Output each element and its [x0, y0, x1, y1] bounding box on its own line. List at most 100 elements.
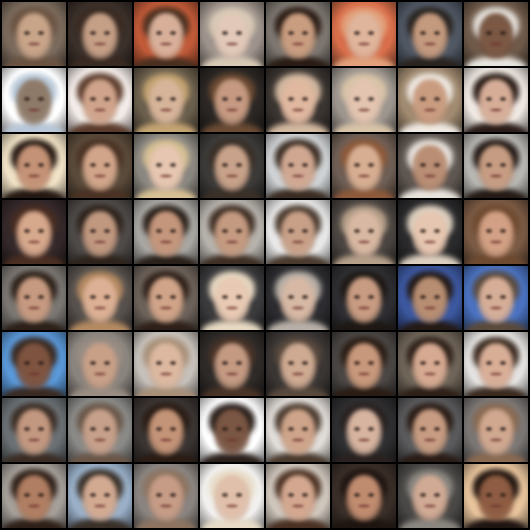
- face-tile-4-4: [200, 200, 264, 264]
- face-tile-5-8: [464, 266, 528, 330]
- shoulders: [465, 386, 527, 396]
- eyes: [288, 426, 308, 431]
- eyes: [420, 426, 440, 431]
- mouth: [28, 108, 40, 112]
- face: [478, 78, 514, 125]
- mouth: [358, 174, 370, 178]
- shoulders: [69, 254, 131, 264]
- shoulders: [399, 518, 461, 528]
- mouth: [424, 240, 436, 244]
- face: [214, 144, 250, 191]
- mouth: [292, 306, 304, 310]
- eyes: [222, 30, 242, 35]
- shoulders: [3, 188, 65, 198]
- mouth: [160, 438, 172, 442]
- shoulders: [333, 254, 395, 264]
- shoulders: [3, 386, 65, 396]
- mouth: [160, 174, 172, 178]
- face-tile-7-6: [332, 398, 396, 462]
- shoulders: [135, 56, 197, 66]
- shoulders: [69, 386, 131, 396]
- mouth: [424, 372, 436, 376]
- mouth: [28, 42, 40, 46]
- face-tile-6-2: [68, 332, 132, 396]
- shoulders: [399, 386, 461, 396]
- mouth: [94, 438, 106, 442]
- mouth: [226, 504, 238, 508]
- eyes: [156, 96, 176, 101]
- face-tile-5-5: [266, 266, 330, 330]
- shoulders: [201, 386, 263, 396]
- eyes: [486, 162, 506, 167]
- face-tile-8-5: [266, 464, 330, 528]
- eyes: [222, 492, 242, 497]
- face-tile-6-4: [200, 332, 264, 396]
- shoulders: [333, 122, 395, 132]
- eyes: [90, 162, 110, 167]
- face: [280, 342, 316, 389]
- shoulders: [3, 254, 65, 264]
- face: [82, 210, 118, 257]
- face-tile-1-3: [134, 2, 198, 66]
- face-tile-5-4: [200, 266, 264, 330]
- mouth: [424, 174, 436, 178]
- mouth: [358, 504, 370, 508]
- shoulders: [333, 518, 395, 528]
- face: [16, 342, 52, 389]
- shoulders: [201, 320, 263, 330]
- eyes: [24, 96, 44, 101]
- face-tile-1-1: [2, 2, 66, 66]
- face-tile-2-3: [134, 68, 198, 132]
- face: [214, 342, 250, 389]
- mouth: [94, 108, 106, 112]
- face-tile-6-7: [398, 332, 462, 396]
- mouth: [358, 438, 370, 442]
- eyes: [222, 360, 242, 365]
- shoulders: [201, 518, 263, 528]
- face: [346, 342, 382, 389]
- shoulders: [69, 122, 131, 132]
- mouth: [490, 174, 502, 178]
- mouth: [160, 42, 172, 46]
- eyes: [420, 228, 440, 233]
- face-tile-6-8: [464, 332, 528, 396]
- shoulders: [465, 56, 527, 66]
- face: [214, 474, 250, 521]
- eyes: [222, 426, 242, 431]
- face-tile-7-8: [464, 398, 528, 462]
- eyes: [156, 294, 176, 299]
- shoulders: [135, 386, 197, 396]
- face: [346, 210, 382, 257]
- shoulders: [333, 188, 395, 198]
- mouth: [28, 372, 40, 376]
- face: [280, 474, 316, 521]
- face-tile-4-3: [134, 200, 198, 264]
- face-tile-1-7: [398, 2, 462, 66]
- face: [82, 276, 118, 323]
- mouth: [226, 42, 238, 46]
- face-tile-5-1: [2, 266, 66, 330]
- face-tile-8-1: [2, 464, 66, 528]
- eyes: [156, 492, 176, 497]
- face: [478, 474, 514, 521]
- face: [148, 342, 184, 389]
- shoulders: [69, 452, 131, 462]
- eyes: [354, 30, 374, 35]
- mouth: [28, 174, 40, 178]
- face-tile-3-4: [200, 134, 264, 198]
- eyes: [222, 228, 242, 233]
- mouth: [28, 504, 40, 508]
- mouth: [424, 504, 436, 508]
- eyes: [24, 30, 44, 35]
- shoulders: [465, 320, 527, 330]
- face-tile-1-5: [266, 2, 330, 66]
- shoulders: [333, 386, 395, 396]
- eyes: [486, 360, 506, 365]
- face: [148, 144, 184, 191]
- face: [412, 210, 448, 257]
- mouth: [28, 240, 40, 244]
- face-tile-4-5: [266, 200, 330, 264]
- face: [16, 408, 52, 455]
- face-tile-8-4: [200, 464, 264, 528]
- face-tile-6-1: [2, 332, 66, 396]
